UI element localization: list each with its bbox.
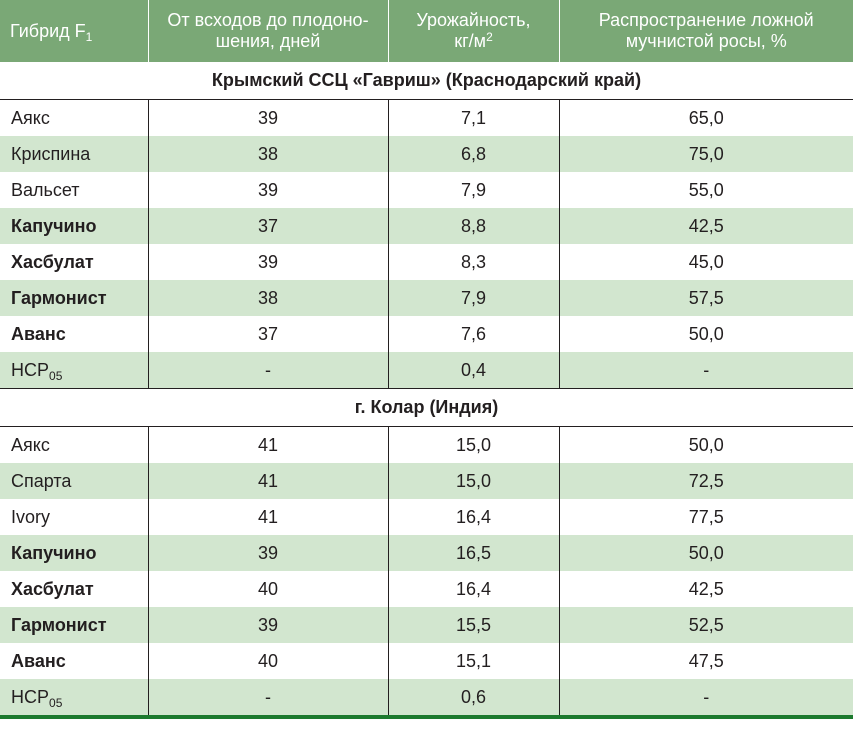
cell-hybrid: Капучино	[0, 535, 149, 571]
cell-yield: 15,1	[388, 643, 560, 679]
header-disease: Распространение ложной мучнистой росы, %	[559, 0, 853, 62]
cell-hybrid: Хасбулат	[0, 571, 149, 607]
cell-yield: 0,6	[388, 679, 560, 719]
table-row: Вальсет 39 7,9 55,0	[0, 172, 853, 208]
table-row-hcp: НСР05-0,6-	[0, 679, 853, 719]
table-row: Аванс 37 7,6 50,0	[0, 316, 853, 352]
cell-hybrid: Гармонист	[0, 607, 149, 643]
cell-days: 39	[148, 244, 389, 280]
table-row: Аякс 39 7,1 65,0	[0, 99, 853, 136]
section-header-row: Крымский ССЦ «Гавриш» (Краснодарский кра…	[0, 62, 853, 100]
cell-hybrid: Гармонист	[0, 280, 149, 316]
cell-yield: 8,3	[388, 244, 560, 280]
cell-days: 37	[148, 208, 389, 244]
table-row: Аякс 41 15,0 50,0	[0, 426, 853, 463]
table-row-hcp: НСР05-0,4-	[0, 352, 853, 389]
cell-disease: 47,5	[688, 650, 724, 671]
cell-disease: 65,0	[688, 107, 724, 128]
table-header: Гибрид F1 От всходов до плодоно-шения, д…	[0, 0, 853, 62]
cell-hybrid: Криспина	[0, 136, 149, 172]
cell-hybrid: Аякс	[0, 99, 149, 136]
cell-yield: 7,9	[388, 172, 560, 208]
cell-disease: 50,0	[688, 434, 724, 455]
cell-disease: 75,0	[559, 136, 853, 172]
header-yield: Урожайность, кг/м2	[388, 0, 560, 62]
cell-hybrid: Аякс	[0, 426, 149, 463]
cell-hybrid: Хасбулат	[0, 244, 149, 280]
cell-disease: 42,5	[559, 208, 853, 244]
cell-hybrid: Ivory	[0, 499, 149, 535]
section-title: Крымский ССЦ «Гавриш» (Краснодарский кра…	[0, 62, 853, 100]
table-row: Гармонист 38 7,9 57,5	[0, 280, 853, 316]
cell-days: -	[148, 352, 389, 389]
header-days: От всходов до плодоно-шения, дней	[148, 0, 389, 62]
cell-hybrid: Вальсет	[0, 172, 149, 208]
cell-yield: 16,5	[388, 535, 560, 571]
cell-yield: 6,8	[388, 136, 560, 172]
table-row: Спарта 41 15,0 72,5	[0, 463, 853, 499]
cell-yield: 7,6	[388, 316, 560, 352]
cell-yield: 0,4	[388, 352, 560, 389]
section-title: г. Колар (Индия)	[0, 388, 853, 427]
cell-disease: -	[559, 352, 853, 389]
cell-disease: 57,5	[559, 280, 853, 316]
cell-days: 41	[148, 499, 389, 535]
cell-days: 39	[148, 172, 389, 208]
cell-yield: 15,0	[388, 426, 560, 463]
cell-yield: 16,4	[388, 571, 560, 607]
cell-days: 40	[148, 571, 389, 607]
cell-yield: 7,9	[388, 280, 560, 316]
cell-days: 39	[148, 535, 389, 571]
table-row: Ivory 41 16,4 77,5	[0, 499, 853, 535]
cell-days: 38	[148, 280, 389, 316]
cell-hybrid: Аванс	[0, 643, 149, 679]
table-row: Капучино 39 16,5 50,0	[0, 535, 853, 571]
table-row: Аванс 40 15,1 47,5	[0, 643, 853, 679]
cell-disease: 52,5	[559, 607, 853, 643]
header-hybrid: Гибрид F1	[0, 0, 149, 62]
table-row: Хасбулат 40 16,4 42,5	[0, 571, 853, 607]
cell-disease: 42,5	[688, 578, 724, 599]
table-row: Капучино 37 8,8 42,5	[0, 208, 853, 244]
cell-disease: 72,5	[559, 463, 853, 499]
cell-days: -	[148, 679, 389, 719]
cell-yield: 15,5	[388, 607, 560, 643]
cell-hybrid: НСР05	[0, 352, 149, 389]
cell-days: 38	[148, 136, 389, 172]
cell-hybrid: Спарта	[0, 463, 149, 499]
cell-days: 37	[148, 316, 389, 352]
cell-disease: 50,0	[688, 323, 724, 344]
cell-disease: 55,0	[688, 179, 724, 200]
cell-yield: 16,4	[388, 499, 560, 535]
cell-yield: 15,0	[388, 463, 560, 499]
cell-yield: 8,8	[388, 208, 560, 244]
table-row: Гармонист 39 15,5 52,5	[0, 607, 853, 643]
cell-disease: 77,5	[688, 506, 724, 527]
cell-disease: 45,0	[688, 251, 724, 272]
cell-hybrid: Капучино	[0, 208, 149, 244]
section-header-row: г. Колар (Индия)	[0, 388, 853, 427]
cell-hybrid: НСР05	[0, 679, 149, 719]
cell-days: 41	[148, 426, 389, 463]
cell-days: 39	[148, 99, 389, 136]
cell-hybrid: Аванс	[0, 316, 149, 352]
table-body: Крымский ССЦ «Гавриш» (Краснодарский кра…	[0, 62, 853, 719]
cell-disease: -	[559, 679, 853, 719]
cell-days: 39	[148, 607, 389, 643]
cell-yield: 7,1	[388, 99, 560, 136]
cell-days: 41	[148, 463, 389, 499]
table-row: Криспина 38 6,8 75,0	[0, 136, 853, 172]
cell-disease: 50,0	[559, 535, 853, 571]
cell-days: 40	[148, 643, 389, 679]
table-row: Хасбулат 39 8,3 45,0	[0, 244, 853, 280]
